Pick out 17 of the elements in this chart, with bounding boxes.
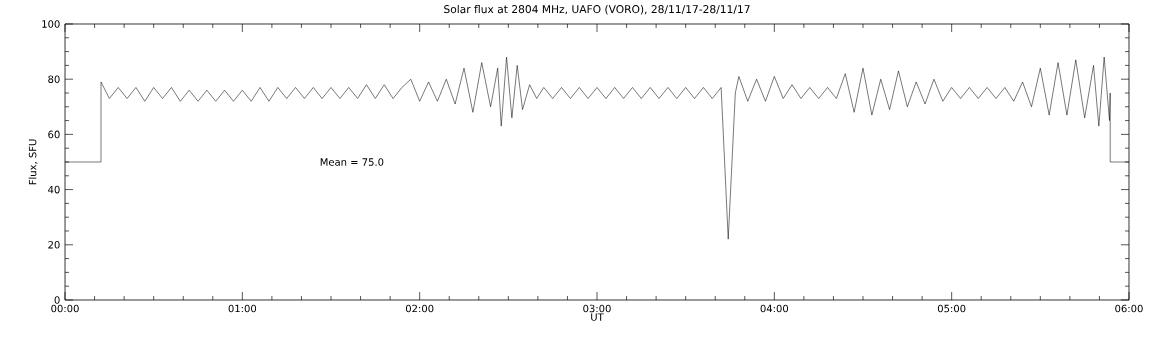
y-tick-label: 40: [48, 185, 60, 194]
x-tick-label: 02:00: [405, 304, 434, 313]
y-tick-label: 0: [54, 296, 60, 304]
annotation: Mean = 75.0: [320, 158, 384, 166]
y-tick-label: 100: [42, 20, 60, 28]
x-tick-label: 06:00: [1115, 304, 1143, 313]
x-tick-label: 03:00: [583, 304, 611, 313]
x-tick-label: 04:00: [760, 304, 789, 313]
chart-title: Solar flux at 2804 MHz, UAFO (VORO), 28/11/17-28/11/17: [444, 4, 750, 15]
x-tick-label: 05:00: [937, 304, 966, 313]
y-axis-title: Flux, SFU: [28, 139, 38, 185]
x-tick-label: 00:00: [51, 304, 79, 313]
y-tick-label: 60: [48, 130, 60, 139]
y-tick-label: 80: [48, 75, 60, 83]
x-tick-label: 01:00: [228, 304, 257, 313]
x-axis-title: UT: [591, 313, 604, 321]
y-tick-label: 20: [48, 241, 60, 249]
